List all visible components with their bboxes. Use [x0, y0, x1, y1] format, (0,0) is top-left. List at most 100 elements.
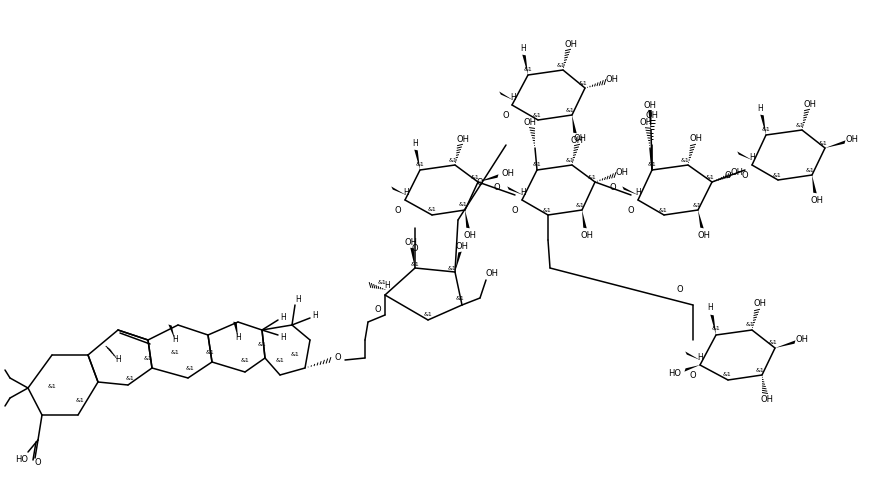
Text: OH: OH	[809, 196, 823, 205]
Text: &1: &1	[767, 340, 776, 346]
Text: &1: &1	[205, 349, 214, 355]
Text: OH: OH	[688, 133, 702, 142]
Polygon shape	[811, 175, 816, 193]
Polygon shape	[824, 141, 845, 148]
Text: OH: OH	[580, 230, 593, 239]
Text: &1: &1	[470, 174, 479, 180]
Polygon shape	[774, 340, 795, 348]
Text: OH: OH	[455, 241, 468, 250]
Text: &1: &1	[447, 265, 456, 271]
Text: &1: &1	[658, 207, 667, 213]
Text: H: H	[295, 295, 301, 304]
Text: &1: &1	[75, 398, 84, 402]
Text: &1: &1	[455, 295, 464, 301]
Text: &1: &1	[423, 313, 431, 317]
Text: &1: &1	[185, 366, 194, 370]
Text: OH: OH	[485, 270, 498, 279]
Text: &1: &1	[448, 157, 457, 163]
Text: &1: &1	[711, 326, 719, 332]
Text: &1: &1	[377, 280, 386, 284]
Text: O: O	[503, 110, 509, 120]
Text: &1: &1	[542, 207, 551, 213]
Text: OH: OH	[645, 110, 658, 120]
Text: &1: &1	[587, 174, 595, 180]
Text: &1: &1	[565, 157, 574, 163]
Text: H: H	[510, 93, 516, 101]
Text: OH: OH	[615, 167, 628, 176]
Text: O: O	[395, 206, 401, 215]
Text: OH: OH	[456, 134, 469, 143]
Text: O: O	[411, 243, 417, 252]
Text: H: H	[519, 43, 525, 53]
Text: H: H	[115, 356, 121, 365]
Polygon shape	[233, 322, 238, 338]
Polygon shape	[684, 351, 699, 360]
Text: H: H	[411, 139, 417, 148]
Polygon shape	[168, 325, 175, 340]
Text: H: H	[748, 152, 754, 162]
Text: &1: &1	[458, 202, 467, 206]
Text: H: H	[172, 336, 178, 345]
Text: OH: OH	[404, 238, 417, 247]
Text: O: O	[511, 206, 517, 215]
Polygon shape	[581, 210, 586, 228]
Text: &1: &1	[532, 162, 541, 166]
Text: &1: &1	[275, 358, 284, 362]
Text: OH: OH	[759, 395, 773, 404]
Text: HO: HO	[667, 369, 681, 378]
Text: &1: &1	[647, 162, 656, 166]
Text: OH: OH	[605, 75, 617, 84]
Text: OH: OH	[845, 134, 858, 143]
Text: HO: HO	[16, 456, 28, 465]
Text: H: H	[634, 187, 640, 196]
Polygon shape	[697, 210, 702, 228]
Text: OH: OH	[752, 300, 766, 308]
Text: &1: &1	[427, 206, 436, 211]
Polygon shape	[684, 365, 699, 372]
Text: H: H	[756, 104, 762, 112]
Text: OH: OH	[523, 118, 536, 127]
Text: &1: &1	[170, 349, 179, 355]
Text: &1: &1	[125, 376, 134, 380]
Polygon shape	[465, 210, 469, 228]
Text: O: O	[627, 206, 633, 215]
Text: &1: &1	[290, 352, 299, 358]
Text: OH: OH	[570, 135, 583, 144]
Text: O: O	[476, 177, 482, 186]
Polygon shape	[709, 315, 715, 335]
Text: O: O	[493, 183, 500, 192]
Text: &1: &1	[415, 162, 424, 166]
Polygon shape	[410, 248, 415, 268]
Text: O: O	[724, 171, 731, 180]
Text: &1: &1	[523, 66, 531, 72]
Polygon shape	[477, 174, 498, 182]
Text: O: O	[689, 370, 695, 380]
Text: &1: &1	[578, 80, 587, 86]
Text: &1: &1	[805, 167, 814, 173]
Text: &1: &1	[680, 157, 688, 163]
Text: O: O	[741, 171, 747, 180]
Text: &1: &1	[565, 108, 574, 112]
Text: H: H	[706, 304, 712, 313]
Text: OH: OH	[802, 99, 816, 109]
Text: &1: &1	[144, 356, 153, 360]
Text: OH: OH	[696, 230, 709, 239]
Text: OH: OH	[463, 230, 476, 239]
Text: H: H	[280, 313, 286, 322]
Text: &1: &1	[745, 323, 753, 327]
Polygon shape	[507, 186, 523, 195]
Text: OH: OH	[638, 118, 652, 127]
Text: OH: OH	[795, 335, 808, 344]
Text: O: O	[374, 305, 381, 315]
Text: &1: &1	[795, 122, 803, 128]
Text: H: H	[696, 352, 702, 361]
Text: OH: OH	[564, 40, 577, 48]
Polygon shape	[391, 186, 405, 195]
Text: H: H	[383, 281, 389, 290]
Text: &1: &1	[817, 141, 826, 145]
Text: O: O	[676, 285, 682, 294]
Polygon shape	[737, 152, 751, 160]
Text: OH: OH	[501, 169, 514, 177]
Text: H: H	[280, 333, 286, 341]
Polygon shape	[499, 91, 512, 100]
